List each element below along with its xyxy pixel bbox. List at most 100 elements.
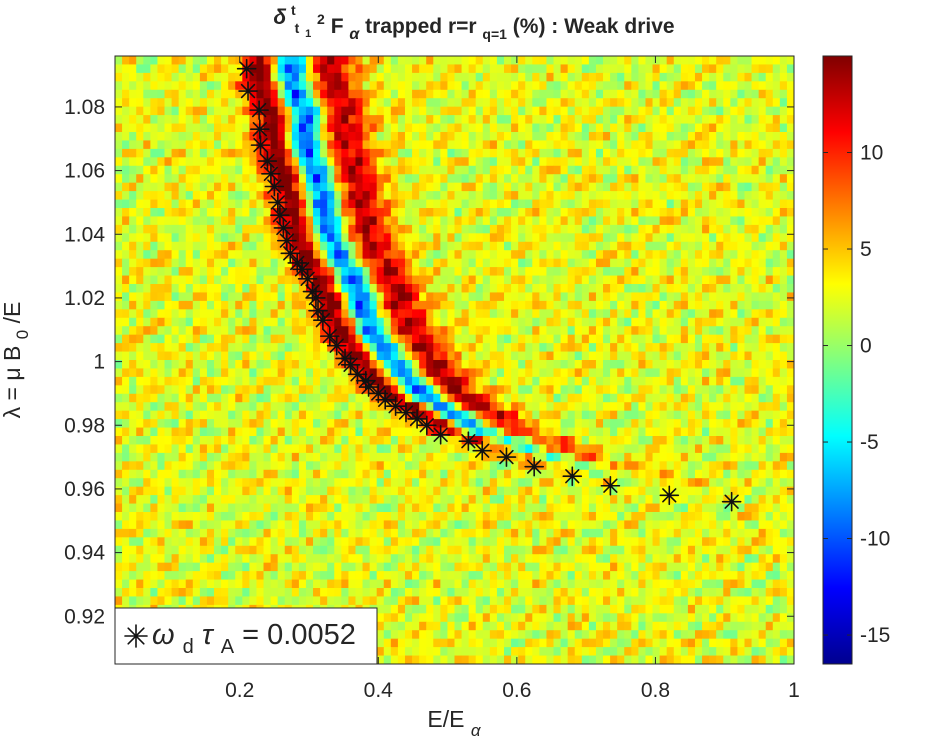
heatmap-cell xyxy=(305,436,314,446)
heatmap-cell xyxy=(404,140,413,150)
heatmap-cell xyxy=(426,72,434,82)
heatmap-cell xyxy=(355,452,364,462)
heatmap-cell xyxy=(334,267,342,277)
heatmap-cell xyxy=(553,469,562,479)
heatmap-cell xyxy=(192,385,201,395)
heatmap-cell xyxy=(362,469,371,479)
heatmap-cell xyxy=(567,241,576,251)
heatmap-cell xyxy=(327,410,335,420)
heatmap-cell xyxy=(412,478,420,488)
heatmap-cell xyxy=(298,199,307,209)
heatmap-cell xyxy=(447,72,456,82)
heatmap-cell xyxy=(560,486,569,496)
heatmap-cell xyxy=(666,368,675,378)
heatmap-cell xyxy=(617,368,625,378)
heatmap-cell xyxy=(341,148,349,158)
heatmap-cell xyxy=(419,140,427,150)
heatmap-cell xyxy=(256,208,265,218)
heatmap-cell xyxy=(433,317,441,327)
title-delta: δ xyxy=(273,6,286,29)
heatmap-cell xyxy=(228,267,236,277)
heatmap-cell xyxy=(199,140,208,150)
heatmap-cell xyxy=(539,56,548,66)
heatmap-cell xyxy=(221,393,229,403)
title-base: F xyxy=(331,15,344,38)
heatmap-cell xyxy=(221,351,229,361)
heatmap-cell xyxy=(433,478,441,488)
heatmap-cell xyxy=(518,326,526,336)
heatmap-cell xyxy=(730,444,739,454)
heatmap-cell xyxy=(143,461,151,471)
heatmap-cell xyxy=(518,317,526,327)
heatmap-cell xyxy=(638,140,647,150)
heatmap-cell xyxy=(461,199,470,209)
heatmap-cell xyxy=(511,123,519,133)
heatmap-cell xyxy=(595,486,604,496)
heatmap-cell xyxy=(440,224,449,234)
heatmap-cell xyxy=(192,444,201,454)
heatmap-cell xyxy=(461,191,470,201)
heatmap-cell xyxy=(397,385,406,395)
heatmap-cell xyxy=(687,258,696,268)
heatmap-cell xyxy=(504,241,512,251)
heatmap-cell xyxy=(320,427,328,437)
heatmap-cell xyxy=(751,410,760,420)
heatmap-cell xyxy=(659,368,668,378)
heatmap-cell xyxy=(737,478,746,488)
heatmap-cell xyxy=(390,436,399,446)
heatmap-cell xyxy=(475,182,484,192)
heatmap-cell xyxy=(129,309,137,319)
heatmap-cell xyxy=(249,452,258,462)
heatmap-cell xyxy=(723,334,731,344)
heatmap-cell xyxy=(199,436,208,446)
heatmap-cell xyxy=(482,478,491,488)
heatmap-cell xyxy=(758,216,767,226)
heatmap-cell xyxy=(199,216,208,226)
heatmap-cell xyxy=(786,385,794,395)
heatmap-cell xyxy=(412,393,420,403)
heatmap-cell xyxy=(235,72,243,82)
heatmap-cell xyxy=(192,233,201,243)
heatmap-cell xyxy=(206,165,215,175)
heatmap-cell xyxy=(588,56,597,66)
heatmap-cell xyxy=(560,402,569,412)
heatmap-cell xyxy=(496,444,505,454)
heatmap-cell xyxy=(779,174,788,184)
heatmap-cell xyxy=(525,165,533,175)
heatmap-cell xyxy=(518,191,526,201)
heatmap-cell xyxy=(631,216,639,226)
heatmap-cell xyxy=(341,385,349,395)
heatmap-cell xyxy=(489,385,498,395)
heatmap-cell xyxy=(136,452,144,462)
heatmap-cell xyxy=(291,478,300,488)
heatmap-cell xyxy=(581,376,590,386)
heatmap-cell xyxy=(327,486,335,496)
heatmap-cell xyxy=(765,182,774,192)
heatmap-cell xyxy=(327,224,335,234)
heatmap-cell xyxy=(150,72,159,82)
heatmap-cell xyxy=(532,343,540,353)
heatmap-cell xyxy=(214,81,222,91)
heatmap-cell xyxy=(171,132,180,142)
heatmap-cell xyxy=(461,241,470,251)
heatmap-cell xyxy=(652,191,661,201)
heatmap-cell xyxy=(242,385,250,395)
heatmap-cell xyxy=(270,410,279,420)
heatmap-cell xyxy=(659,360,668,370)
heatmap-cell xyxy=(433,98,441,108)
heatmap-cell xyxy=(157,81,166,91)
heatmap-cell xyxy=(235,224,243,234)
heatmap-cell xyxy=(178,284,187,294)
heatmap-cell xyxy=(419,292,427,302)
heatmap-cell xyxy=(779,410,788,420)
heatmap-cell xyxy=(758,199,767,209)
heatmap-cell xyxy=(440,72,449,82)
heatmap-cell xyxy=(687,444,696,454)
heatmap-cell xyxy=(659,115,668,125)
heatmap-cell xyxy=(122,89,130,99)
heatmap-cell xyxy=(680,334,689,344)
heatmap-cell xyxy=(369,452,378,462)
heatmap-cell xyxy=(376,368,385,378)
heatmap-cell xyxy=(454,241,463,251)
heatmap-cell xyxy=(553,343,562,353)
